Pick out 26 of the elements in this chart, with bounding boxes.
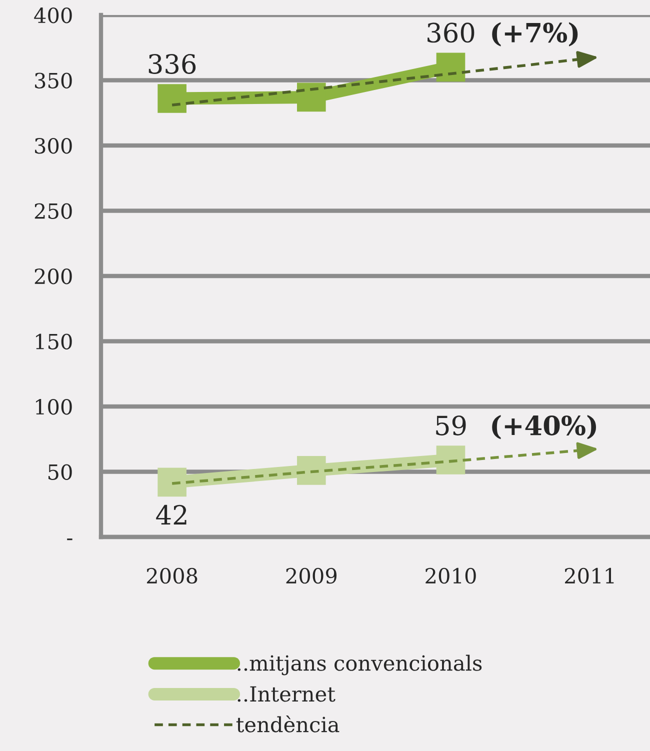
data-label: 360: [428, 22, 474, 43]
legend-label: ..Internet: [238, 686, 336, 702]
y-tick-label: 400: [34, 7, 72, 24]
legend-label: ..mitjans convencionals: [238, 654, 482, 676]
y-tick-label: 350: [35, 72, 72, 88]
point: [158, 84, 186, 113]
y-tick-label: 100: [36, 398, 72, 415]
point: [296, 82, 326, 112]
data-label: 336: [148, 54, 196, 74]
y-tick-label: 200: [34, 268, 72, 284]
x-tick-label: 2010: [426, 568, 476, 584]
y-tick-label: 150: [36, 334, 72, 350]
data-label: 59: [436, 415, 466, 436]
annotation: (+40%): [492, 415, 596, 440]
x-tick-label: 2011: [564, 568, 614, 584]
y-tick-label: 50: [48, 464, 72, 480]
x-tick-label: 2009: [286, 568, 337, 584]
y-tick-label: 250: [34, 203, 72, 219]
point: [158, 468, 186, 497]
annotation: (+7%): [492, 22, 578, 46]
y-tick-label: -: [67, 538, 72, 540]
point: [296, 456, 326, 485]
x-tick-label: 2008: [146, 568, 198, 584]
y-tick-label: 300: [35, 138, 72, 154]
data-label: 42: [156, 504, 186, 524]
legend-label: tendència: [236, 715, 340, 732]
